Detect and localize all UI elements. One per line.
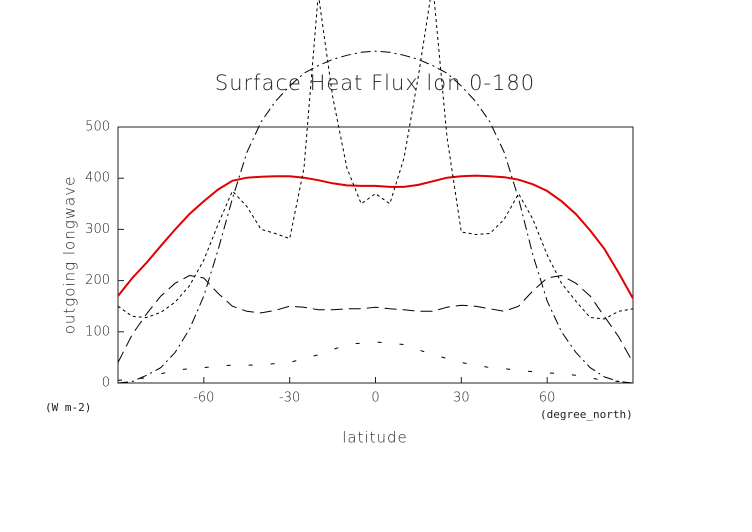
y-tick-label: 200 — [85, 273, 110, 288]
series-line — [117, 341, 634, 383]
y-tick-label: 0 — [102, 376, 110, 391]
series-line — [117, 274, 634, 363]
y-tick-label: 100 — [85, 324, 110, 339]
x-tick-label: 30 — [453, 391, 470, 406]
x-tick-label: 60 — [539, 391, 556, 406]
series-line — [117, 50, 634, 384]
y-tick-label: 500 — [85, 120, 110, 135]
y-tick-label: 300 — [85, 222, 110, 237]
y-tick-label: 400 — [85, 171, 110, 186]
plot-frame — [117, 126, 634, 384]
x-tick-label: -30 — [279, 391, 300, 406]
x-tick-label: -60 — [193, 391, 214, 406]
y-units: (W m-2) — [45, 401, 91, 414]
y-axis-label: outgoing longwave — [61, 176, 79, 335]
x-tick-label: 0 — [371, 391, 379, 406]
x-axis-label: latitude — [342, 429, 408, 447]
chart-title: Surface Heat Flux lon 0-180 — [215, 71, 535, 95]
series-line — [117, 0, 634, 320]
series-line — [117, 174, 634, 299]
x-units: (degree_north) — [540, 408, 633, 421]
